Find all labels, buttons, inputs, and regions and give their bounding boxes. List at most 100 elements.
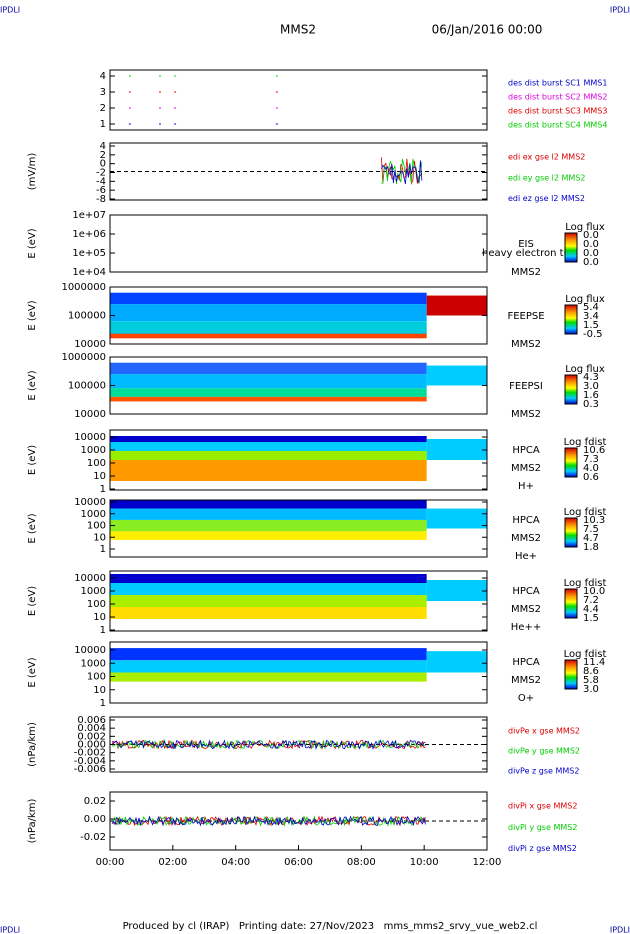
logo: IPDLI — [0, 6, 20, 15]
panel-label: FEEPSI — [509, 381, 543, 392]
y-tick-label: -8 — [96, 194, 106, 205]
colorbar-tick: 10.0 — [583, 586, 605, 597]
legend-entry: des dist burst SC3 MMS3 — [508, 107, 607, 116]
spectrogram — [426, 365, 487, 386]
y-tick-label: 0.002 — [77, 731, 106, 742]
spectrogram — [110, 321, 427, 336]
legend-entry: des dist burst SC1 MMS1 — [508, 79, 607, 88]
panel-label: FEEPSE — [507, 311, 544, 322]
x-tick-label: 02:00 — [158, 857, 187, 868]
spectrogram — [426, 295, 487, 316]
panel-label: MMS2 — [511, 339, 541, 350]
colorbar-tick: 3.0 — [583, 684, 599, 695]
spectrogram — [110, 595, 427, 607]
y-tick-label: 1 — [100, 484, 106, 495]
burst-mark — [159, 75, 162, 77]
y-tick-label: 100000 — [68, 311, 106, 322]
logo: IPDLI — [0, 926, 20, 934]
x-tick-label: 10:00 — [410, 857, 439, 868]
legend-entry: des dist burst SC4 MMS4 — [508, 121, 607, 130]
trace — [111, 739, 426, 751]
colorbar-title: Log flux — [565, 294, 605, 305]
burst-mark — [128, 107, 131, 109]
panel-label: HPCA — [512, 445, 540, 456]
spectrogram — [110, 442, 427, 451]
y-label: E (eV) — [27, 300, 38, 330]
burst-mark — [159, 107, 162, 109]
x-tick-label: 08:00 — [347, 857, 376, 868]
y-tick-label: 0.004 — [77, 723, 106, 734]
spectrogram — [110, 519, 427, 532]
y-tick-label: 4 — [100, 71, 106, 82]
x-tick-label: 00:00 — [96, 857, 125, 868]
panel-label: MMS2 — [511, 675, 541, 686]
trace — [111, 738, 426, 751]
y-tick-label: 1 — [100, 698, 106, 709]
burst-mark — [275, 123, 278, 125]
panel-label: He++ — [511, 622, 541, 633]
spectrogram — [110, 304, 427, 322]
y-tick-label: 4 — [100, 141, 106, 152]
spectrogram — [110, 460, 427, 481]
colorbar-tick: 1.5 — [583, 320, 599, 331]
legend-entry: des dist burst SC2 MMS2 — [508, 93, 607, 102]
y-label: E (eV) — [27, 228, 38, 258]
panel-label: HPCA — [512, 515, 540, 526]
y-tick-label: 100 — [87, 458, 106, 469]
legend-entry: edi ex gse l2 MMS2 — [508, 153, 585, 162]
y-tick-label: 100 — [87, 599, 106, 610]
colorbar-title: Log flux — [565, 222, 605, 233]
spectrogram — [110, 388, 427, 397]
colorbar-tick: 4.3 — [583, 372, 599, 383]
spectrogram — [110, 574, 427, 583]
panel-label: heavy electron t0 — [482, 248, 570, 259]
colorbar — [564, 232, 578, 263]
y-tick-label: 2 — [100, 103, 106, 114]
colorbar-tick: 0.0 — [583, 239, 599, 250]
burst-mark — [275, 91, 278, 93]
y-tick-label: 1 — [100, 119, 106, 130]
y-label: (nPa/km) — [27, 799, 38, 844]
y-tick-label: 1000000 — [61, 352, 106, 363]
y-tick-label: 10000 — [74, 573, 106, 584]
y-tick-label: 10000 — [74, 497, 106, 508]
burst-mark — [159, 91, 162, 93]
y-tick-label: 1000 — [81, 445, 106, 456]
burst-mark — [174, 75, 177, 77]
legend-entry: edi ey gse l2 MMS2 — [508, 173, 586, 182]
date: 06/Jan/2016 00:00 — [432, 23, 543, 37]
colorbar-title: Log fdist — [564, 507, 607, 518]
y-label: E (eV) — [27, 586, 38, 616]
y-label: E (eV) — [27, 513, 38, 543]
colorbar-tick: 7.2 — [583, 595, 599, 606]
burst-mark — [128, 123, 131, 125]
y-tick-label: -0.02 — [80, 832, 106, 843]
colorbar — [564, 659, 578, 690]
burst-mark — [128, 75, 131, 77]
spectrogram — [426, 580, 487, 601]
colorbar-tick: 4.4 — [583, 604, 599, 615]
colorbar-tick: 0.0 — [583, 257, 599, 268]
y-tick-label: -0.002 — [74, 748, 106, 759]
y-tick-label: 1 — [100, 625, 106, 636]
legend-entry: divPe x gse MMS2 — [508, 727, 580, 736]
colorbar-tick: 0.0 — [583, 248, 599, 259]
colorbar-tick: 0.6 — [583, 472, 599, 483]
footer: Produced by cl (IRAP) Printing date: 27/… — [123, 921, 538, 932]
y-tick-label: 10000 — [74, 339, 106, 350]
legend-entry: divPe y gse MMS2 — [508, 746, 580, 755]
burst-mark — [128, 91, 131, 93]
colorbar-tick: 5.4 — [583, 302, 599, 313]
y-label: (nPa/km) — [27, 722, 38, 767]
y-tick-label: 10000 — [74, 432, 106, 443]
y-tick-label: 0 — [100, 159, 106, 170]
y-label: E (eV) — [27, 657, 38, 687]
y-label: (mV/m) — [27, 153, 38, 191]
spectrogram — [110, 500, 427, 509]
colorbar-tick: 5.8 — [583, 675, 599, 686]
y-tick-label: 1000 — [81, 658, 106, 669]
y-tick-label: 10 — [93, 471, 106, 482]
x-tick-label: 06:00 — [284, 857, 313, 868]
colorbar-tick: 1.5 — [583, 613, 599, 624]
y-tick-label: -6 — [96, 185, 106, 196]
